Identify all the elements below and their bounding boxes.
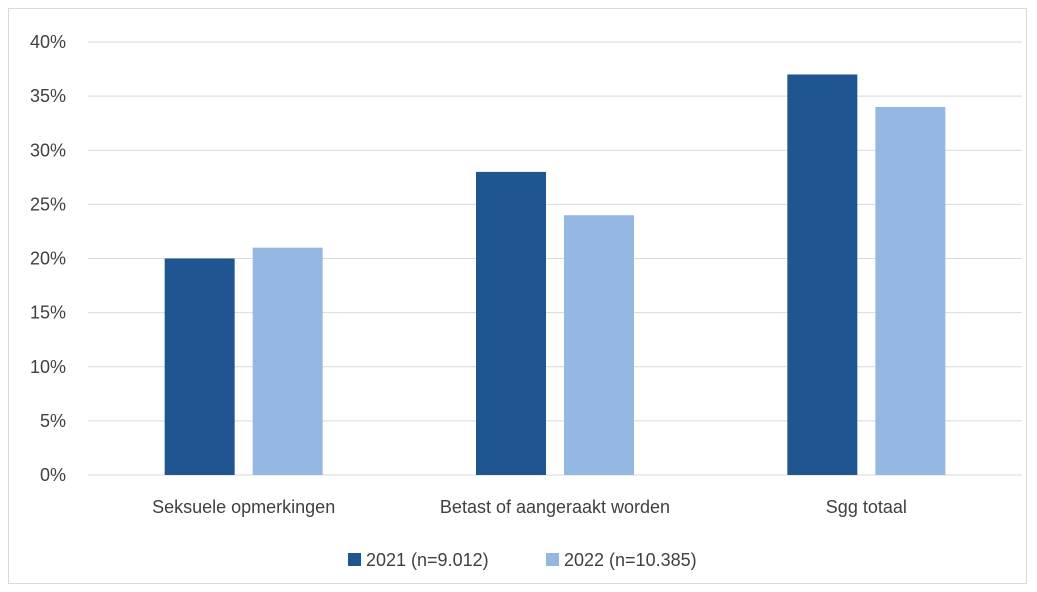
bar [787,74,858,475]
x-category-label: Sgg totaal [826,497,907,517]
y-axis-tick-labels: 0% 5% 10% 15% 20% 25% 30% 35% 40% [30,32,66,485]
gridlines [88,41,1022,476]
x-category-label: Seksuele opmerkingen [152,497,335,517]
y-tick-label: 20% [30,249,66,269]
y-tick-label: 35% [30,86,66,106]
x-category-label: Betast of aangeraakt worden [440,497,670,517]
bar [252,247,323,475]
y-tick-label: 15% [30,303,66,323]
y-tick-label: 10% [30,357,66,377]
y-tick-label: 30% [30,140,66,160]
bar [875,106,946,475]
bar [164,258,235,475]
bar [564,215,634,475]
legend-swatch [348,553,361,566]
legend-label: 2021 (n=9.012) [366,550,489,570]
y-tick-label: 0% [40,465,66,485]
legend: 2021 (n=9.012) 2022 (n=10.385) [348,550,697,570]
bars [164,74,946,475]
legend-label: 2022 (n=10.385) [564,550,697,570]
bar [476,171,546,475]
x-axis-category-labels: Seksuele opmerkingen Betast of aangeraakt… [152,497,907,517]
y-tick-label: 25% [30,194,66,214]
y-tick-label: 40% [30,32,66,52]
y-tick-label: 5% [40,411,66,431]
legend-swatch [546,553,559,566]
